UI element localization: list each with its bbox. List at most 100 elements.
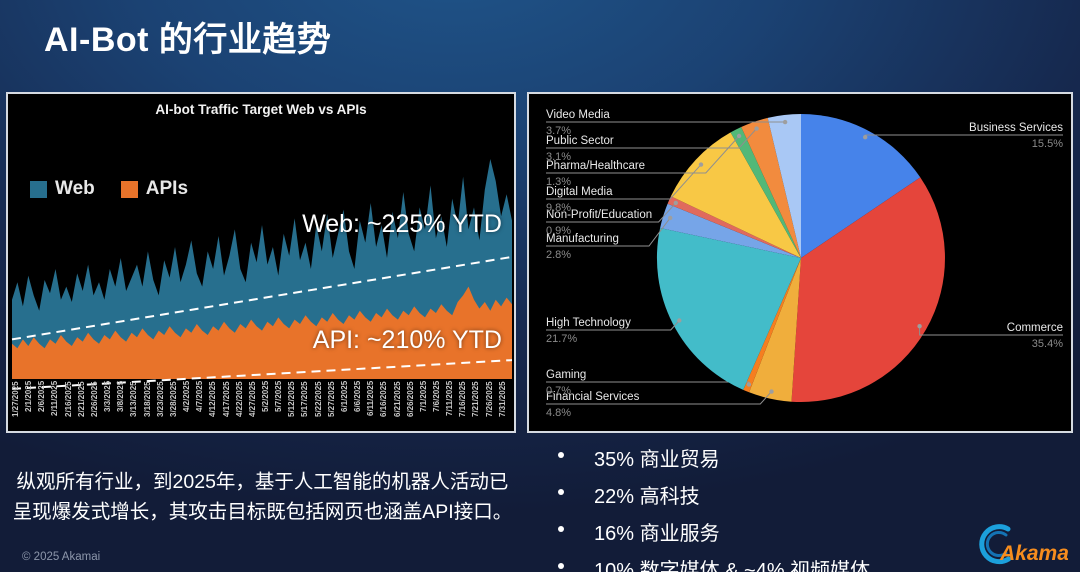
pie-slice-video-media [767, 114, 801, 258]
pie-slice-manufacturing [660, 203, 801, 258]
x-tick-label: 3/28/2025 [168, 381, 178, 417]
leader-dot-icon [754, 126, 759, 131]
legend-label: Web [55, 178, 95, 199]
pie-label-name: Digital Media [546, 186, 613, 198]
pie-chart: Business Services 15.5% Commerce 35.4% Finan… [546, 109, 1063, 419]
leader-line [546, 217, 671, 247]
x-tick-label: 7/21/2025 [471, 381, 481, 417]
legend-swatch-icon [30, 180, 47, 198]
leader-line [919, 326, 1063, 336]
pie-chart-panel: Business Services 15.5% Commerce 35.4% Finan… [527, 92, 1073, 433]
x-axis-tick-labels: 1/27/2025 2/1/2025 2/6/2025 2/11/2025 2/16/2… [11, 381, 512, 431]
akamai-wave-inner-icon [985, 531, 1008, 557]
leader-dot-icon [736, 133, 742, 139]
x-tick-label: 5/27/2025 [326, 381, 336, 417]
x-tick-label: 3/23/2025 [155, 381, 165, 417]
pie-slice-public-sector [741, 117, 801, 259]
pie-label-name: Pharma/Healthcare [546, 160, 645, 172]
legend-label: APIs [145, 178, 189, 199]
pie-slice-financial-services [749, 258, 801, 402]
leader-line [546, 164, 702, 200]
trendline-apis [11, 359, 513, 390]
akamai-logo-text: Akamai [999, 542, 1068, 565]
stat-bullet-item: 22% 高科技 [548, 480, 1068, 509]
pie-label-name: Public Sector [546, 135, 614, 147]
x-tick-label: 7/31/2025 [497, 381, 507, 417]
stat-bullet-item: 35% 商业贸易 [548, 443, 1068, 472]
akamai-logo: Akamai [979, 524, 1068, 565]
pie-slice-commerce [791, 177, 945, 403]
key-stats-bullet-list: 35% 商业贸易 22% 高科技 16% 商业服务 10% 数字媒体 & ~4% 视频… [548, 443, 1068, 572]
web-ytd-annotation: Web: ~225% YTD [302, 210, 502, 238]
x-tick-label: 2/11/2025 [50, 381, 60, 417]
pie-label-percent: 3.1% [546, 151, 571, 163]
pie-label-percent: 1.3% [546, 176, 571, 188]
api-ytd-annotation: API: ~210% YTD [312, 326, 502, 354]
stat-bullet-item: 10% 数字媒体 & ~4% 视频媒体 [548, 554, 1068, 572]
pie-slice-pharma-healthcare [730, 127, 801, 258]
pie-label-percent: 9.8% [546, 202, 571, 214]
pie-label-name: Commerce [1007, 322, 1063, 334]
leader-dot-icon [769, 389, 774, 394]
pie-label-name: Gaming [546, 369, 586, 381]
leader-dot-icon [746, 382, 752, 387]
x-tick-label: 5/22/2025 [313, 381, 323, 417]
x-tick-label: 3/18/2025 [142, 381, 152, 417]
x-tick-label: 6/21/2025 [392, 381, 402, 417]
x-tick-label: 6/16/2025 [379, 381, 389, 417]
x-tick-label: 3/13/2025 [129, 381, 139, 417]
akamai-wave-icon [979, 524, 1011, 565]
page-title: AI-Bot 的行业趋势 [44, 21, 332, 59]
pie-label-name: Non-Profit/Education [546, 209, 652, 221]
pie-label-percent: 35.4% [1032, 338, 1063, 350]
pie-label-percent: 0.9% [546, 225, 571, 237]
pie-label-percent: 4.8% [546, 407, 571, 419]
leader-line [546, 391, 772, 405]
trendline-web [11, 255, 513, 341]
x-tick-label: 5/2/2025 [260, 381, 270, 413]
pie-slice-non-profit-education [667, 196, 801, 258]
pie-slice-high-technology [656, 228, 801, 390]
x-tick-label: 2/26/2025 [89, 381, 99, 417]
pie-label-name: High Technology [546, 317, 631, 329]
x-tick-label: 2/21/2025 [76, 381, 86, 417]
copyright-text: © 2025 Akamai [22, 551, 101, 563]
summary-caption: 纵观所有行业，到2025年，基于人工智能的机器人活动已呈现爆发式增长，其攻击目标… [12, 471, 513, 523]
pie-label-name: Video Media [546, 109, 610, 121]
x-tick-label: 7/1/2025 [418, 381, 428, 413]
pie-slice-gaming [743, 258, 801, 393]
area-chart-title: AI-bot Traffic Target Web vs APIs [155, 102, 367, 117]
x-tick-label: 4/22/2025 [234, 381, 244, 417]
leader-line [546, 381, 750, 385]
x-tick-label: 5/17/2025 [300, 381, 310, 417]
pie-label-percent: 2.8% [546, 249, 571, 261]
leader-dot-icon [668, 215, 673, 221]
legend-swatch-icon [120, 180, 138, 198]
pie-label-name: Business Services [969, 122, 1063, 134]
chart-legend: Web APIs [30, 178, 188, 200]
area-chart [11, 159, 513, 390]
leader-line [546, 202, 677, 223]
x-tick-label: 2/16/2025 [63, 381, 73, 417]
area-chart-panel: AI-bot Traffic Target Web vs APIs Web API… [6, 92, 516, 433]
pie-label-percent: 3.7% [546, 125, 571, 137]
leader-line [546, 128, 757, 149]
pie-slice-digital-media [670, 132, 801, 258]
leader-dot-icon [698, 162, 704, 167]
legend-item-web: Web [30, 178, 95, 200]
pie-slice-business-services [801, 114, 921, 258]
leader-dot-icon [673, 200, 678, 206]
x-tick-label: 6/1/2025 [339, 381, 349, 413]
leader-line [546, 320, 680, 331]
area-series-apis [12, 286, 512, 379]
x-tick-label: 7/26/2025 [484, 381, 494, 417]
x-tick-label: 4/27/2025 [247, 381, 257, 417]
pie-label-percent: 15.5% [1032, 138, 1063, 150]
x-tick-label: 4/17/2025 [221, 381, 231, 417]
leader-dot-icon [863, 135, 868, 140]
legend-item-apis: APIs [120, 178, 189, 200]
leader-line [864, 134, 1063, 138]
pie-label-name: Financial Services [546, 391, 640, 403]
pie-label-percent: 21.7% [546, 333, 577, 345]
